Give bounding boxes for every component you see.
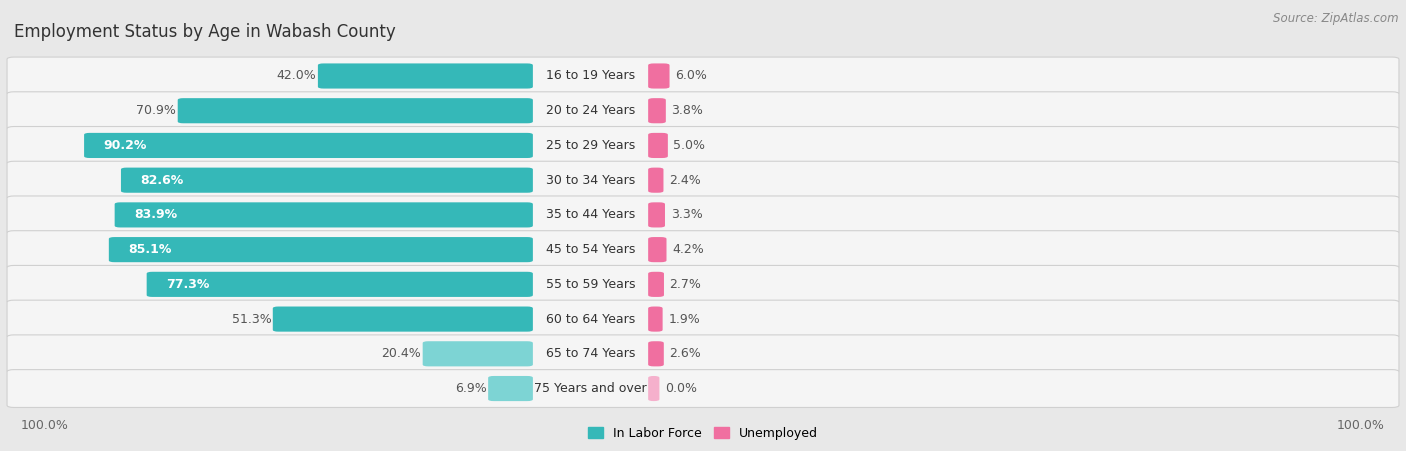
FancyBboxPatch shape: [648, 237, 666, 262]
FancyBboxPatch shape: [648, 168, 664, 193]
FancyBboxPatch shape: [273, 307, 533, 331]
FancyBboxPatch shape: [7, 231, 1399, 268]
Text: 0.0%: 0.0%: [665, 382, 697, 395]
Text: 2.6%: 2.6%: [669, 347, 702, 360]
Text: 100.0%: 100.0%: [21, 419, 69, 433]
Text: 2.7%: 2.7%: [669, 278, 702, 291]
Text: 90.2%: 90.2%: [104, 139, 148, 152]
FancyBboxPatch shape: [648, 133, 668, 158]
Text: 60 to 64 Years: 60 to 64 Years: [546, 313, 636, 326]
FancyBboxPatch shape: [7, 266, 1399, 303]
FancyBboxPatch shape: [7, 196, 1399, 234]
Text: 3.8%: 3.8%: [672, 104, 703, 117]
Text: 35 to 44 Years: 35 to 44 Years: [546, 208, 636, 221]
Text: 65 to 74 Years: 65 to 74 Years: [546, 347, 636, 360]
FancyBboxPatch shape: [7, 335, 1399, 373]
Text: 5.0%: 5.0%: [673, 139, 706, 152]
Text: 2.4%: 2.4%: [669, 174, 700, 187]
FancyBboxPatch shape: [423, 341, 533, 366]
Text: 4.2%: 4.2%: [672, 243, 704, 256]
FancyBboxPatch shape: [648, 307, 662, 331]
FancyBboxPatch shape: [7, 57, 1399, 95]
FancyBboxPatch shape: [7, 300, 1399, 338]
Text: 45 to 54 Years: 45 to 54 Years: [546, 243, 636, 256]
FancyBboxPatch shape: [146, 272, 533, 297]
FancyBboxPatch shape: [115, 202, 533, 227]
Text: 55 to 59 Years: 55 to 59 Years: [546, 278, 636, 291]
Text: 70.9%: 70.9%: [136, 104, 176, 117]
Legend: In Labor Force, Unemployed: In Labor Force, Unemployed: [583, 422, 823, 445]
FancyBboxPatch shape: [648, 272, 664, 297]
Text: Employment Status by Age in Wabash County: Employment Status by Age in Wabash Count…: [14, 23, 396, 41]
Text: 3.3%: 3.3%: [671, 208, 703, 221]
Text: 77.3%: 77.3%: [166, 278, 209, 291]
Text: 83.9%: 83.9%: [135, 208, 177, 221]
Text: 6.9%: 6.9%: [456, 382, 486, 395]
Text: 16 to 19 Years: 16 to 19 Years: [546, 69, 636, 83]
FancyBboxPatch shape: [648, 202, 665, 227]
FancyBboxPatch shape: [648, 341, 664, 366]
FancyBboxPatch shape: [648, 64, 669, 88]
Text: 75 Years and over: 75 Years and over: [534, 382, 647, 395]
FancyBboxPatch shape: [648, 98, 666, 123]
Text: 85.1%: 85.1%: [128, 243, 172, 256]
Text: 20.4%: 20.4%: [381, 347, 422, 360]
Text: 20 to 24 Years: 20 to 24 Years: [546, 104, 636, 117]
FancyBboxPatch shape: [7, 127, 1399, 164]
FancyBboxPatch shape: [488, 376, 533, 401]
Text: 100.0%: 100.0%: [1337, 419, 1385, 433]
FancyBboxPatch shape: [84, 133, 533, 158]
FancyBboxPatch shape: [177, 98, 533, 123]
Text: 25 to 29 Years: 25 to 29 Years: [546, 139, 636, 152]
FancyBboxPatch shape: [7, 92, 1399, 129]
FancyBboxPatch shape: [108, 237, 533, 262]
FancyBboxPatch shape: [7, 370, 1399, 407]
Text: 6.0%: 6.0%: [675, 69, 707, 83]
FancyBboxPatch shape: [318, 64, 533, 88]
Text: Source: ZipAtlas.com: Source: ZipAtlas.com: [1274, 12, 1399, 24]
Text: 82.6%: 82.6%: [141, 174, 184, 187]
FancyBboxPatch shape: [121, 168, 533, 193]
Text: 30 to 34 Years: 30 to 34 Years: [546, 174, 636, 187]
Text: 42.0%: 42.0%: [277, 69, 316, 83]
FancyBboxPatch shape: [7, 161, 1399, 199]
Text: 1.9%: 1.9%: [668, 313, 700, 326]
Text: 51.3%: 51.3%: [232, 313, 271, 326]
FancyBboxPatch shape: [648, 376, 659, 401]
